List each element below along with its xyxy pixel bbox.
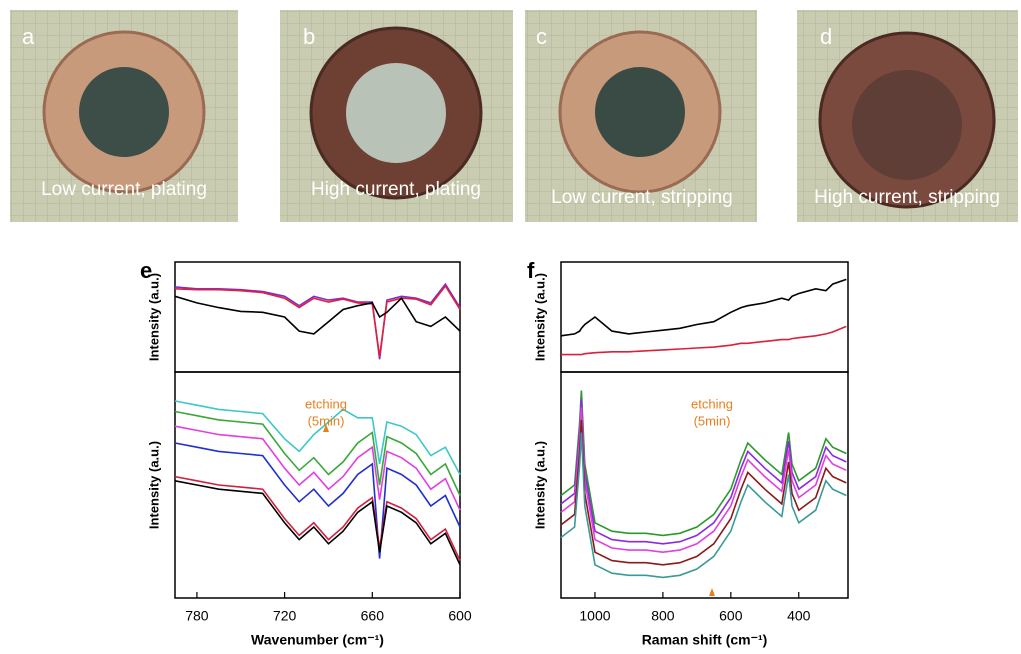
x-tick-label: 720 [273,608,297,624]
x-axis-label: Wavenumber (cm⁻¹) [251,632,384,648]
spectrum-line [174,295,461,335]
plot-frame [560,261,849,373]
y-axis-label: Intensity (a.u.) [532,441,547,529]
x-tick-label: 1000 [579,608,610,624]
x-tick-label: 660 [361,608,385,624]
x-tick-label: 780 [185,608,209,624]
spectrum-line [560,390,847,537]
y-axis-label: Intensity (a.u.) [532,273,547,361]
plot-frame [560,371,849,599]
photo-caption: High current, stripping [814,187,1000,208]
spectrum-line [561,325,847,356]
photo-letter: a [22,24,35,49]
spectrum-line [560,278,847,337]
panel-letter: e [140,258,152,283]
photo-caption: Low current, plating [41,179,207,200]
annotation: (5min) [308,413,345,428]
x-axis-label: Raman shift (cm⁻¹) [642,632,768,648]
spectrum-line [174,480,461,566]
annotation: etching [305,396,347,411]
x-tick-label: 600 [719,608,743,624]
spectrum-line [174,475,461,561]
photo-a: a Low current, plating [10,10,238,222]
photo-d: d High current, stripping [797,10,1018,222]
plot-frame [174,261,461,373]
spectrum-line [174,425,461,511]
photo-caption: Low current, stripping [551,187,733,208]
y-axis-label: Intensity (a.u.) [146,441,161,529]
spectrum-line [174,410,461,496]
photo-c: c Low current, stripping [525,10,757,222]
arrow-marker [709,588,715,596]
spectrum-line [174,400,461,475]
spectrum-line [560,432,847,579]
arrow-marker [323,424,329,432]
photo-b: b High current, plating [280,10,513,222]
spectrum-line [560,419,847,566]
photo-letter: c [536,24,547,49]
annotation: etching [691,396,733,411]
spectrum-line [174,442,461,559]
y-axis-label: Intensity (a.u.) [146,273,161,361]
spectrum-line [174,282,461,360]
annotation: (5min) [694,413,731,428]
plot-frame [174,371,461,599]
spectrum-line [174,284,461,357]
x-tick-label: 400 [787,608,811,624]
x-tick-label: 800 [651,608,675,624]
x-tick-label: 600 [448,608,472,624]
photo-letter: d [820,24,832,49]
photo-letter: b [303,24,315,49]
panel-letter: f [527,258,535,283]
photo-caption: High current, plating [311,179,481,200]
